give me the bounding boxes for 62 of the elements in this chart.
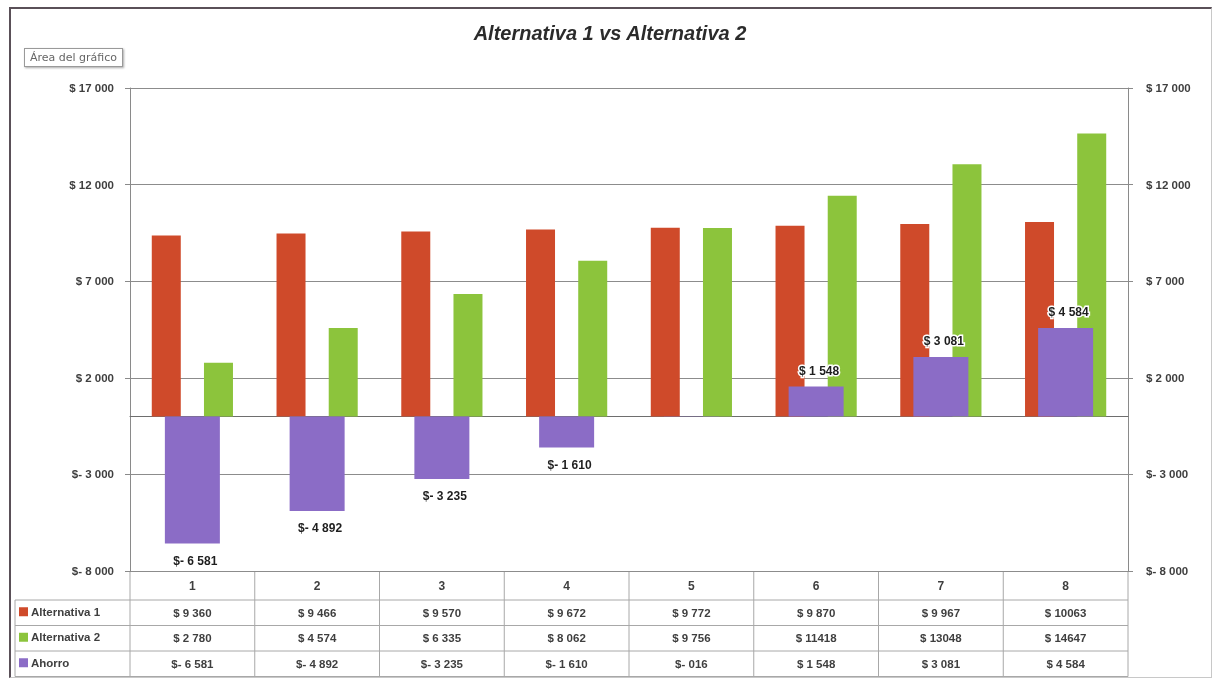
bar <box>539 416 595 448</box>
y2-tick-label: $ 17 000 <box>1146 82 1191 94</box>
y2-tick-label: $- 8 000 <box>1146 565 1189 577</box>
y2-tick-label: $ 2 000 <box>1146 371 1185 384</box>
y-tick-label: $ 12 000 <box>69 178 114 191</box>
data-label: $ 2 780 <box>173 632 212 645</box>
bar <box>788 386 844 417</box>
x-tick-label: 4 <box>563 579 571 593</box>
data-label: $ 3 081 <box>921 657 961 670</box>
bar <box>414 416 470 479</box>
x-tick-label: 6 <box>812 579 820 593</box>
data-label: $ 14647 <box>1044 632 1087 645</box>
data-label: $ 9 672 <box>547 606 586 619</box>
x-tick-label: 2 <box>313 579 321 593</box>
bar <box>702 227 732 417</box>
annotation: $- 6 581 <box>173 553 218 568</box>
bar <box>650 227 680 417</box>
data-label: $ 9 570 <box>422 606 462 619</box>
bar <box>203 362 233 417</box>
x-tick-label: 7 <box>937 579 945 593</box>
data-label: $- 4 892 <box>296 657 339 670</box>
x-tick-label: 3 <box>438 579 446 593</box>
y-tick-label: $- 3 000 <box>71 468 114 481</box>
x-tick-label: 1 <box>189 579 197 593</box>
data-label: $ 1 548 <box>796 657 836 670</box>
data-label: $- 3 235 <box>420 657 464 670</box>
data-label: $- 016 <box>675 657 708 670</box>
data-label: $ 13048 <box>920 632 963 645</box>
annotation: $- 1 610 <box>547 457 592 472</box>
data-label: $ 10063 <box>1044 606 1087 619</box>
data-label: $ 9 360 <box>173 606 212 619</box>
annotation: $- 3 235 <box>422 488 468 503</box>
y-tick-label: $ 17 000 <box>69 82 114 94</box>
bar <box>289 416 345 511</box>
data-label: $ 9 870 <box>796 606 836 619</box>
data-label: $ 11418 <box>795 632 838 645</box>
bar <box>164 416 220 544</box>
x-tick-label: 5 <box>688 579 696 593</box>
text: Área del gráfico <box>24 48 124 67</box>
y2-tick-label: $ 7 000 <box>1146 275 1185 288</box>
data-label: $- 1 610 <box>545 657 588 670</box>
data-label: $ 9 466 <box>297 606 337 619</box>
chart-title: Alternativa 1 vs Alternativa 2 <box>472 22 747 44</box>
data-label: $ 4 584 <box>1046 657 1086 670</box>
y-tick-label: $- 8 000 <box>71 565 114 577</box>
data-label: $ 8 062 <box>547 632 586 645</box>
data-label: $- 6 581 <box>171 657 215 670</box>
bar <box>913 356 969 417</box>
data-label: $ 9 967 <box>921 606 961 619</box>
legend-label: Ahorro <box>31 656 70 669</box>
y2-tick-label: $- 3 000 <box>1146 468 1189 481</box>
y2-tick-label: $ 12 000 <box>1146 178 1191 191</box>
legend-label: Alternativa 2 <box>31 631 101 644</box>
data-label: $ 9 772 <box>672 606 711 619</box>
data-label: $ 9 756 <box>672 632 711 645</box>
data-label: $ 4 574 <box>297 632 337 645</box>
y-tick-label: $ 7 000 <box>75 275 114 288</box>
legend-label: Alternativa 1 <box>31 605 101 618</box>
y-tick-label: $ 2 000 <box>75 371 114 384</box>
annotation: $- 4 892 <box>298 520 343 535</box>
x-tick-label: 8 <box>1062 579 1070 593</box>
data-label: $ 6 335 <box>422 632 462 645</box>
